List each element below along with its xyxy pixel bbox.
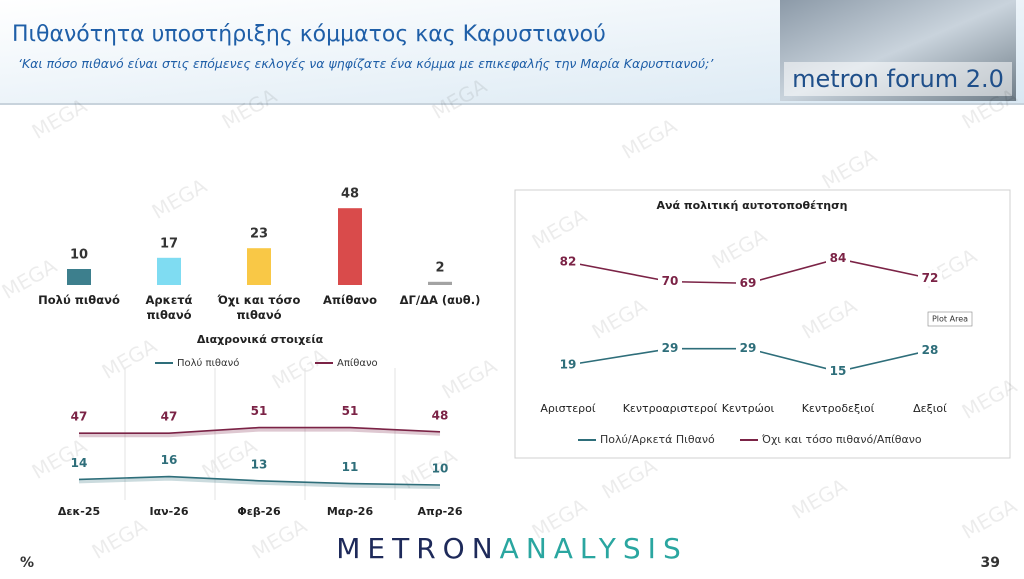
value-label: 19 [560,358,577,372]
category-label: Απίθανο [322,293,377,307]
value-label: 28 [922,343,939,357]
unit-label: % [20,555,34,571]
bar [428,281,452,285]
label-bg [918,342,942,359]
label-bg [736,275,760,292]
watermark: MEGA [88,513,151,563]
value-label: 10 [432,462,449,476]
x-tick-label: Δεκ-25 [58,505,100,518]
series-shadow [78,476,441,489]
bar [247,248,271,285]
tooltip-text: Plot Area [932,315,968,324]
value-label: 10 [70,248,88,263]
value-label: 11 [342,460,359,474]
watermark: MEGA [958,493,1021,543]
brand-right: ANALYSIS [500,532,688,565]
value-label: 15 [830,364,847,378]
value-label: 51 [342,404,359,418]
value-label: 84 [830,251,847,265]
label-bg [556,357,580,374]
label-bg [736,340,760,357]
value-label: 69 [740,276,757,290]
value-label: 29 [662,341,679,355]
watermark: MEGA [268,343,331,393]
x-tick-label: Κεντρώοι [722,402,775,415]
bar [338,208,362,285]
bar [157,257,181,285]
series-line [78,475,441,486]
watermark: MEGA [618,113,681,163]
watermark: MEGA [438,353,501,403]
watermark: MEGA [248,513,311,563]
label-bg [556,254,580,270]
category-label: Πολύ πιθανό [38,293,120,307]
legend-label: Απίθανο [337,357,378,369]
value-label: 17 [160,236,178,251]
x-tick-label: Μαρ-26 [327,505,374,518]
value-label: 2 [435,260,444,275]
series-line [79,426,441,434]
logo-text: metron forum 2.0 [792,65,1004,93]
value-label: 23 [250,227,268,242]
category-label: Αρκετά πιθανό [145,293,193,322]
label-bg [658,273,682,290]
legend-label: Όχι και τόσο πιθανό/Απίθανο [761,433,922,446]
chart-title: Ανά πολιτική αυτοτοποθέτηση [656,199,847,212]
value-label: 16 [161,453,178,467]
watermark: MEGA [98,333,161,383]
label-bg [826,250,850,267]
value-label: 13 [251,457,268,471]
value-label: 48 [432,408,449,422]
bar [67,269,91,285]
value-label: 82 [560,255,577,269]
series-shadow [79,427,441,438]
slide-title: Πιθανότητα υποστήριξης κόμματος κας Καρυ… [12,22,606,47]
x-tick-label: Απρ-26 [418,505,463,518]
brand: METRONANALYSIS [336,532,687,565]
label-bg [918,270,942,287]
x-tick-label: Αριστεροί [540,402,595,415]
x-tick-label: Ιαν-26 [149,505,188,518]
legend-label: Πολύ/Αρκετά Πιθανό [600,433,715,446]
slide-subtitle: ‘Και πόσο πιθανό είναι στις επόμενες εκλ… [18,56,714,71]
watermark: MEGA [818,143,881,193]
x-tick-label: Κεντροδεξιοί [802,402,875,415]
category-label: Όχι και τόσο πιθανό [217,293,301,322]
label-bg [658,340,682,357]
x-tick-label: Δεξιοί [913,402,947,415]
value-label: 47 [71,410,88,424]
chart-frame [514,189,1011,459]
watermark: MEGA [148,173,211,223]
value-label: 48 [341,187,359,202]
value-label: 70 [662,274,679,288]
label-bg [826,363,850,380]
watermark: MEGA [788,473,851,523]
category-label: ΔΓ/ΔΑ (αυθ.) [399,293,481,307]
page-number: 39 [981,555,1000,571]
value-label: 51 [251,404,268,418]
x-tick-label: Κεντροαριστεροί [623,402,718,415]
brand-left: METRON [336,532,499,565]
value-label: 72 [922,271,939,285]
value-label: 29 [740,341,757,355]
logo-plate [784,62,1012,96]
chart-title: Διαχρονικά στοιχεία [197,333,324,346]
watermark: MEGA [598,453,661,503]
legend-label: Πολύ πιθανό [177,357,239,369]
value-label: 14 [71,456,88,470]
tooltip-box [927,311,973,327]
x-tick-label: Φεβ-26 [237,505,281,518]
value-label: 47 [161,410,178,424]
